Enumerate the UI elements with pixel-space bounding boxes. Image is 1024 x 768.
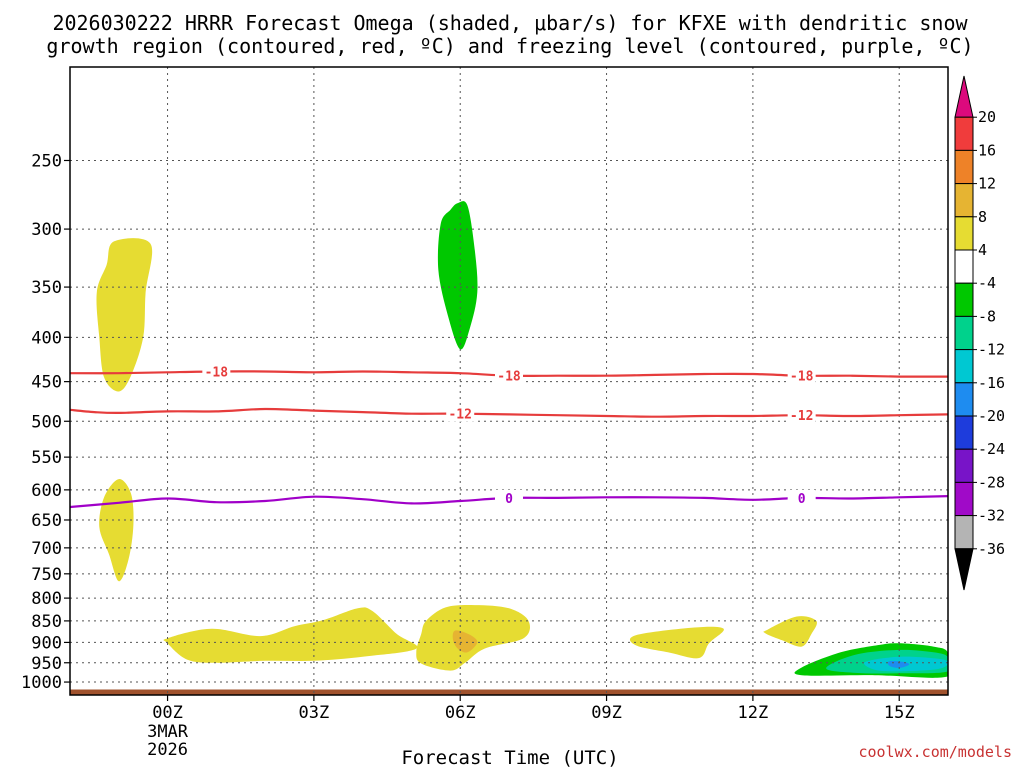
contour-label--12-1: -12	[790, 409, 813, 424]
y-tick-650: 650	[31, 511, 62, 531]
colorbar-label--32: -32	[978, 507, 1005, 525]
plot-frame	[69, 66, 949, 696]
chart-title-line1: 2026030222 HRRR Forecast Omega (shaded, …	[52, 11, 968, 35]
colorbar: 20 16 12 8 4 -4 -8 -12 -16 -20 -24 -28 -32 -36	[954, 75, 1005, 591]
colorbar-segment-10	[954, 415, 974, 450]
colorbar-segment-2	[954, 149, 974, 185]
x-tick-12Z: 12Z	[738, 703, 769, 723]
colorbar-label-20: 20	[978, 108, 996, 126]
colorbar-segment-9	[954, 382, 974, 417]
contour-label-bg	[446, 405, 475, 422]
ground-band	[70, 689, 948, 695]
y-tick-1000: 1000	[21, 673, 62, 693]
x-tick-03Z: 03Z	[299, 703, 330, 723]
colorbar-label--20: -20	[978, 407, 1005, 425]
credit-text: coolwx.com/models	[858, 743, 1012, 761]
colorbar-top-arrow	[954, 75, 974, 118]
contour-label-0-0: 0	[505, 492, 513, 507]
y-tick-800: 800	[31, 589, 62, 609]
y-tick-750: 750	[31, 565, 62, 585]
colorbar-segment-1	[954, 116, 974, 151]
colorbar-label--28: -28	[978, 473, 1005, 491]
colorbar-segment-7	[954, 315, 974, 351]
colorbar-segment-4	[954, 216, 974, 251]
y-tick-950: 950	[31, 654, 62, 674]
y-tick-550: 550	[31, 448, 62, 468]
y-tick-500: 500	[31, 412, 62, 432]
contour-label-0-1: 0	[798, 492, 806, 507]
colorbar-label--16: -16	[978, 374, 1005, 392]
contour-label-bg	[787, 367, 816, 384]
x-tick-09Z: 09Z	[591, 703, 622, 723]
region-yellow-low-4	[763, 616, 817, 647]
y-tick-400: 400	[31, 328, 62, 348]
y-tick-700: 700	[31, 539, 62, 559]
colorbar-label--12: -12	[978, 341, 1005, 359]
x-tick-00Z: 00Z	[152, 703, 183, 723]
colorbar-label--36: -36	[978, 540, 1005, 558]
contour--12	[70, 407, 948, 418]
region-yellow-low-1	[163, 607, 418, 663]
y-tick-600: 600	[31, 481, 62, 501]
colorbar-label--8: -8	[978, 307, 996, 325]
colorbar-segment-13	[954, 515, 974, 550]
colorbar-segment-11	[954, 448, 974, 483]
y-tick-250: 250	[31, 151, 62, 171]
contour-label-bg	[787, 407, 816, 424]
x-tick-date: 3MAR	[147, 722, 189, 742]
colorbar-bottom-arrow	[954, 548, 974, 591]
omega-shaded-regions	[96, 201, 948, 678]
contour-label--18-0: -18	[205, 365, 229, 380]
region-yellow-upper-left	[96, 238, 153, 392]
colorbar-label-4: 4	[978, 241, 987, 259]
colorbar-label--4: -4	[978, 274, 996, 292]
y-tick-350: 350	[31, 278, 62, 298]
contour-label--18-2: -18	[790, 370, 814, 385]
contour-label--18-1: -18	[497, 370, 521, 385]
y-tick-450: 450	[31, 373, 62, 393]
temperature-contours: -18 -18 -18 -12 -12 0 0	[70, 363, 948, 509]
region-orange-low-spot	[452, 630, 478, 653]
colorbar-label-16: 16	[978, 141, 996, 159]
y-axis-ticks: 2503003504004505005506006507007508008509…	[21, 151, 70, 693]
colorbar-label-8: 8	[978, 208, 987, 226]
contour-label-bg	[202, 363, 231, 380]
chart-title-line2: growth region (contoured, red, ºC) and f…	[46, 34, 973, 58]
colorbar-segment-6	[954, 282, 974, 317]
colorbar-segment-5	[954, 249, 974, 284]
region-green-upper-mid	[437, 201, 478, 350]
colorbar-segment-3	[954, 183, 974, 218]
x-tick-06Z: 06Z	[445, 703, 476, 723]
x-tick-15Z: 15Z	[884, 703, 915, 723]
y-tick-300: 300	[31, 220, 62, 240]
contour-label-bg	[787, 489, 816, 506]
contour-label-bg	[495, 489, 523, 506]
region-yellow-mid-left	[99, 479, 134, 582]
contour-label-bg	[495, 367, 523, 384]
colorbar-segment-8	[954, 349, 974, 384]
colorbar-label--24: -24	[978, 440, 1005, 458]
colorbar-label-12: 12	[978, 175, 996, 193]
contour-label--12-0: -12	[448, 408, 471, 423]
y-tick-850: 850	[31, 612, 62, 632]
x-axis-label: Forecast Time (UTC)	[401, 747, 618, 768]
y-tick-900: 900	[31, 633, 62, 653]
x-tick-year: 2026	[147, 740, 188, 760]
colorbar-segment-12	[954, 481, 974, 517]
